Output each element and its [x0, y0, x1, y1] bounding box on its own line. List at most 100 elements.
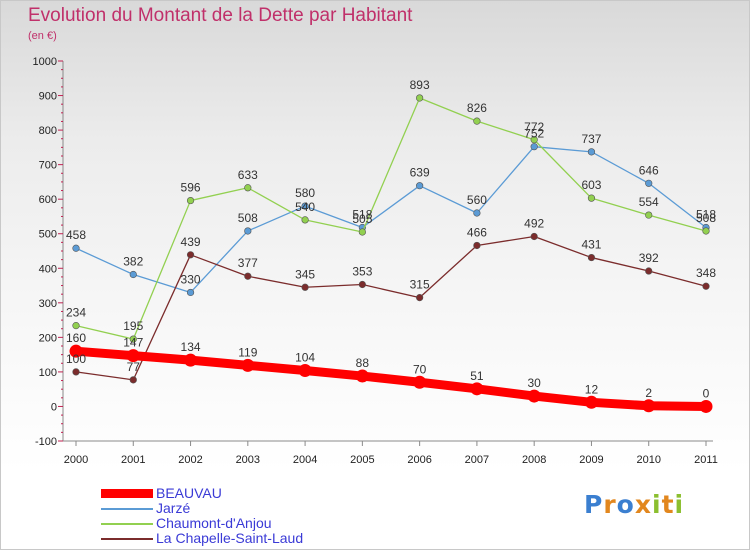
y-tick-label: -100 [35, 436, 57, 448]
y-tick-label: 700 [39, 160, 57, 172]
y-tick-label: 1000 [33, 56, 57, 68]
data-point [642, 399, 656, 413]
x-tick-label: 2000 [64, 454, 88, 466]
data-point [301, 216, 309, 224]
data-label: 88 [356, 356, 370, 370]
x-tick-label: 2003 [236, 454, 260, 466]
data-label: 492 [524, 216, 544, 230]
data-point [587, 253, 596, 262]
x-tick-label: 2010 [636, 454, 660, 466]
legend-swatch [101, 508, 153, 510]
data-label: 439 [181, 235, 201, 249]
chart-title: Evolution du Montant de la Dette par Hab… [28, 5, 413, 26]
data-point [69, 344, 83, 358]
legend-label: Jarzé [156, 500, 191, 516]
data-point [702, 227, 710, 235]
data-label: 330 [181, 272, 201, 286]
legend-label: La Chapelle-Saint-Laud [156, 530, 304, 546]
y-tick-label: 500 [39, 229, 57, 241]
series-line-chaumont-d-anjou [75, 97, 707, 340]
data-point [72, 322, 80, 330]
data-point [699, 399, 713, 413]
data-label: 518 [352, 208, 372, 222]
data-point [129, 376, 137, 384]
x-tick-label: 2004 [293, 454, 317, 466]
data-label: 540 [295, 200, 315, 214]
legend-item: Chaumont-d'Anjou [101, 515, 361, 531]
data-point [298, 364, 312, 378]
chart-legend: BEAUVAU Jarzé Chaumont-d'Anjou La Chapelle-… [101, 485, 361, 546]
data-point [473, 209, 481, 217]
data-point [244, 227, 252, 235]
y-tick-label: 300 [39, 298, 57, 310]
legend-item: BEAUVAU [101, 485, 361, 501]
legend-item: La Chapelle-Saint-Laud [101, 530, 361, 546]
x-tick-label: 2008 [522, 454, 546, 466]
data-point [301, 283, 309, 291]
data-label: 518 [696, 208, 716, 222]
chart-subtitle: (en €) [28, 30, 57, 42]
data-point [184, 353, 198, 367]
data-point [413, 375, 427, 389]
y-tick-label: 800 [39, 125, 57, 137]
data-label: 392 [639, 251, 659, 265]
y-tick-label: 600 [39, 194, 57, 206]
data-point [244, 272, 252, 280]
legend-item: Jarzé [101, 500, 361, 516]
x-tick-label: 2005 [350, 454, 374, 466]
data-label: 12 [585, 382, 599, 396]
data-point [587, 194, 596, 202]
data-label: 195 [123, 319, 143, 333]
data-label: 77 [127, 360, 141, 374]
data-point [186, 196, 195, 205]
data-label: 377 [238, 256, 258, 270]
data-label: 100 [66, 352, 86, 366]
legend-swatch [101, 538, 153, 540]
data-label: 646 [639, 163, 659, 177]
data-label: 104 [295, 351, 315, 365]
series-line-la-chapelle-saint-laud [75, 235, 707, 381]
data-label: 160 [66, 331, 86, 345]
data-point [129, 270, 137, 279]
logo-letter: o [616, 490, 635, 519]
logo-letter: i [652, 490, 662, 519]
y-tick-label: 900 [39, 91, 57, 103]
data-label: 826 [467, 101, 487, 115]
data-point [530, 143, 538, 151]
x-tick-label: 2009 [579, 454, 603, 466]
series-line-beauvau [71, 346, 711, 411]
series-line-jarz- [75, 146, 707, 294]
data-label: 2 [645, 386, 652, 400]
logo-letter: r [603, 490, 617, 519]
data-point [530, 232, 538, 241]
data-point [72, 244, 80, 252]
legend-swatch [101, 523, 153, 525]
y-tick-label: 200 [39, 332, 57, 344]
data-label: 737 [581, 132, 601, 146]
data-label: 431 [581, 238, 601, 252]
data-label: 119 [238, 345, 257, 359]
data-point [645, 267, 653, 275]
data-label: 772 [524, 120, 544, 134]
legend-swatch [101, 488, 153, 498]
data-label: 893 [410, 78, 430, 92]
data-point [129, 335, 137, 343]
legend-label: BEAUVAU [156, 485, 222, 501]
y-tick-label: 100 [39, 367, 57, 379]
data-label: 505 [352, 212, 372, 226]
data-point [645, 211, 653, 219]
data-point [645, 179, 653, 187]
data-point [358, 280, 366, 289]
data-label: 580 [295, 186, 315, 200]
data-label: 752 [524, 127, 544, 141]
x-tick-label: 2007 [465, 454, 489, 466]
data-label: 466 [467, 225, 487, 239]
data-point [186, 288, 195, 297]
logo-letter: P [584, 490, 604, 519]
data-label: 639 [410, 166, 430, 180]
data-point [355, 369, 369, 383]
data-label: 147 [123, 336, 143, 350]
proxiti-logo: Proxiti [584, 490, 684, 519]
data-point [587, 148, 596, 156]
